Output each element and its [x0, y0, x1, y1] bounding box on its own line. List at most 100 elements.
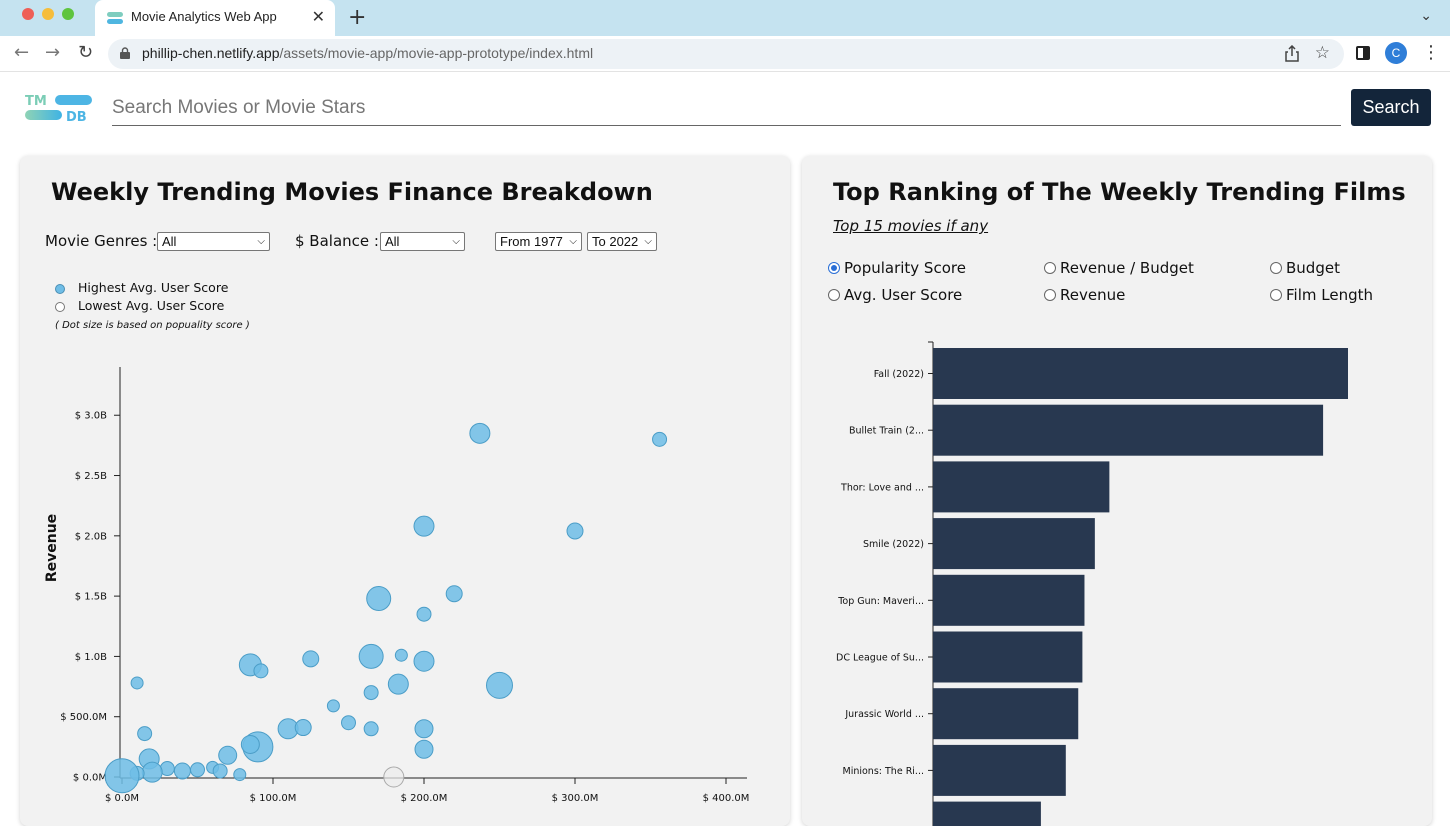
radio-button[interactable] [1044, 262, 1056, 274]
scatter-point[interactable] [358, 643, 384, 669]
bar-category-label: Fall (2022) [874, 369, 924, 380]
finance-panel-title: Weekly Trending Movies Finance Breakdown [51, 178, 653, 206]
kebab-menu-icon[interactable]: ⋮ [1422, 42, 1440, 63]
y-tick-label: $ 2.5B [75, 471, 107, 482]
url-text: phillip-chen.netlify.app/assets/movie-ap… [142, 45, 594, 61]
scatter-point[interactable] [341, 715, 356, 731]
radio-avg-user-score[interactable]: Avg. User Score [828, 286, 962, 304]
bar-category-label: Thor: Love and ... [840, 482, 924, 493]
ranking-subtitle: Top 15 movies if any [833, 217, 989, 235]
svg-text:TM: TM [25, 94, 47, 109]
top-ranking-panel: Top Ranking of The Weekly Trending Films… [802, 156, 1432, 826]
scatter-point[interactable] [416, 606, 432, 622]
genre-label: Movie Genres : [45, 232, 158, 250]
scatter-point[interactable] [104, 758, 140, 794]
search-input[interactable] [112, 90, 1341, 126]
search-button[interactable]: Search [1351, 89, 1431, 126]
bar-category-label: DC League of Su... [836, 653, 924, 664]
bookmark-star-icon[interactable]: ☆ [1314, 43, 1330, 63]
radio-button[interactable] [828, 262, 840, 274]
y-tick-label: $ 1.0B [75, 652, 107, 663]
radio-button[interactable] [1044, 289, 1056, 301]
scatter-point[interactable] [218, 745, 238, 765]
side-panel-icon[interactable] [1356, 46, 1370, 60]
ranking-bar[interactable] [933, 744, 1066, 796]
ranking-bar[interactable] [933, 348, 1348, 399]
from-year-select[interactable]: From 1977 ⌵ [495, 232, 582, 251]
browser-tab[interactable]: Movie Analytics Web App ✕ [95, 0, 335, 36]
ranking-bar[interactable] [933, 688, 1079, 740]
scatter-point[interactable] [652, 431, 668, 447]
lock-icon [120, 47, 130, 59]
radio-film-length[interactable]: Film Length [1270, 286, 1373, 304]
ranking-bar-chart: Fall (2022) Bullet Train (2... Thor: Love … [836, 341, 1348, 826]
scatter-point[interactable] [414, 739, 434, 759]
x-tick-label: $ 300.0M [552, 793, 599, 804]
scatter-point[interactable] [326, 699, 340, 713]
scatter-point[interactable] [302, 650, 320, 668]
radio-popularity-score[interactable]: Popularity Score [828, 259, 966, 277]
scatter-point[interactable] [137, 726, 153, 742]
scatter-point[interactable] [566, 522, 584, 540]
address-bar[interactable]: phillip-chen.netlify.app/assets/movie-ap… [108, 39, 1344, 69]
ranking-bar[interactable] [933, 518, 1095, 570]
radio-button[interactable] [1270, 262, 1282, 274]
scatter-point[interactable] [363, 685, 379, 701]
radio-button[interactable] [828, 289, 840, 301]
radio-button[interactable] [1270, 289, 1282, 301]
scatter-point[interactable] [413, 650, 435, 672]
tmdb-logo[interactable]: TM DB [24, 93, 94, 123]
revenue-budget-scatter-chart: Revenue $ 0.0M $ 500.0M $ 1.0B $ 1.5B $ 2.0B… [44, 367, 750, 804]
scatter-point[interactable] [253, 663, 269, 679]
tab-close-icon[interactable]: ✕ [311, 7, 325, 26]
profile-avatar[interactable]: C [1385, 42, 1407, 64]
browser-toolbar: ← → ↻ phillip-chen.netlify.app/assets/mo… [0, 36, 1450, 72]
balance-select[interactable]: All ⌵ [380, 232, 465, 251]
radio-revenue[interactable]: Revenue [1044, 286, 1125, 304]
chevron-down-icon: ⌵ [569, 236, 577, 247]
radio-budget[interactable]: Budget [1270, 259, 1340, 277]
scatter-point[interactable] [387, 673, 409, 695]
scatter-point[interactable] [190, 762, 205, 778]
share-icon[interactable] [1284, 45, 1300, 63]
window-maximize-icon[interactable] [62, 8, 74, 20]
to-year-select[interactable]: To 2022 ⌵ [587, 232, 657, 251]
ranking-bar[interactable] [933, 574, 1085, 626]
scatter-point[interactable] [366, 586, 392, 612]
scatter-point[interactable] [413, 515, 435, 537]
window-close-icon[interactable] [22, 8, 34, 20]
ranking-bar[interactable] [933, 461, 1110, 513]
forward-arrow-icon[interactable]: → [45, 42, 61, 63]
scatter-point[interactable] [383, 766, 405, 788]
ranking-bar[interactable] [933, 631, 1083, 683]
scatter-point[interactable] [469, 422, 491, 444]
chevron-down-icon[interactable]: ⌄ [1420, 8, 1432, 24]
back-arrow-icon[interactable]: ← [14, 42, 30, 63]
balance-label: $ Balance : [295, 232, 379, 250]
scatter-point[interactable] [294, 719, 312, 737]
y-tick-label: $ 0.0M [73, 773, 107, 784]
ranking-bar[interactable] [933, 404, 1324, 456]
scatter-point[interactable] [240, 734, 260, 754]
scatter-point[interactable] [141, 761, 163, 783]
scatter-point[interactable] [445, 585, 463, 603]
scatter-point[interactable] [130, 676, 144, 690]
legend-note: ( Dot size is based on popuality score ) [55, 320, 250, 331]
tab-title: Movie Analytics Web App [131, 9, 277, 24]
scatter-point[interactable] [212, 763, 228, 779]
scatter-point[interactable] [414, 719, 434, 739]
reload-icon[interactable]: ↻ [78, 42, 94, 63]
x-tick-label: $ 400.0M [703, 793, 750, 804]
scatter-point[interactable] [486, 671, 513, 699]
scatter-point[interactable] [363, 721, 379, 737]
scatter-point[interactable] [173, 762, 191, 780]
radio-revenue-budget[interactable]: Revenue / Budget [1044, 259, 1194, 277]
genre-select[interactable]: All ⌵ [157, 232, 270, 251]
scatter-point[interactable] [394, 648, 408, 662]
window-minimize-icon[interactable] [42, 8, 54, 20]
new-tab-icon[interactable]: + [348, 5, 367, 30]
scatter-point[interactable] [233, 768, 247, 782]
browser-tab-bar: Movie Analytics Web App ✕ + ⌄ [0, 0, 1450, 36]
chevron-down-icon: ⌵ [452, 236, 460, 247]
legend-label-high: Highest Avg. User Score [78, 280, 229, 295]
